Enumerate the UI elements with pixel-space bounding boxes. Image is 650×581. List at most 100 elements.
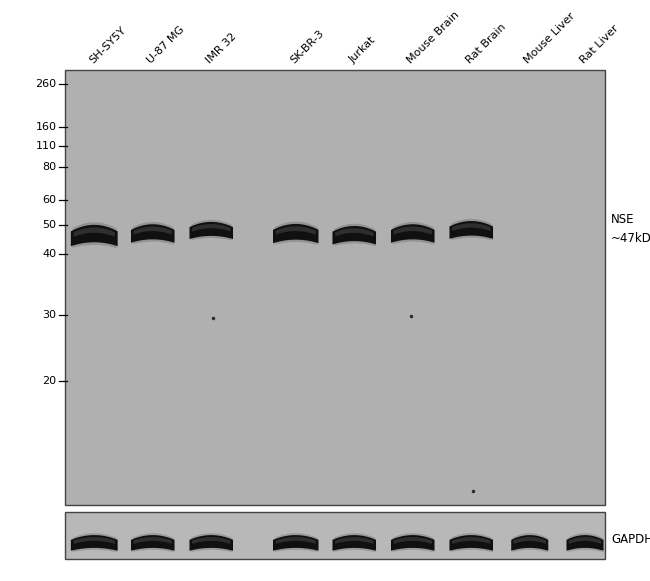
Polygon shape	[228, 223, 229, 240]
Polygon shape	[194, 536, 195, 551]
Polygon shape	[465, 219, 466, 238]
Polygon shape	[209, 533, 211, 550]
Polygon shape	[193, 536, 194, 551]
Polygon shape	[208, 533, 209, 550]
Polygon shape	[226, 223, 227, 239]
Polygon shape	[113, 227, 114, 248]
Polygon shape	[413, 533, 414, 550]
Polygon shape	[134, 226, 135, 244]
Polygon shape	[88, 223, 90, 245]
Polygon shape	[514, 537, 546, 544]
Polygon shape	[478, 220, 479, 238]
Polygon shape	[307, 535, 309, 551]
Polygon shape	[314, 536, 315, 552]
Polygon shape	[103, 223, 104, 246]
Polygon shape	[339, 226, 341, 245]
Polygon shape	[220, 534, 221, 550]
Polygon shape	[199, 221, 200, 239]
Polygon shape	[405, 223, 406, 242]
Polygon shape	[428, 536, 430, 551]
Polygon shape	[463, 534, 464, 550]
Polygon shape	[277, 225, 278, 244]
Polygon shape	[94, 533, 96, 550]
Polygon shape	[295, 221, 296, 242]
Polygon shape	[394, 537, 432, 544]
Polygon shape	[135, 536, 136, 551]
Polygon shape	[152, 533, 153, 550]
Polygon shape	[364, 225, 365, 244]
Polygon shape	[334, 537, 335, 552]
Polygon shape	[134, 537, 172, 544]
Polygon shape	[160, 534, 161, 550]
Polygon shape	[404, 223, 405, 242]
Polygon shape	[491, 224, 492, 241]
Polygon shape	[131, 224, 174, 243]
Polygon shape	[394, 226, 395, 244]
Polygon shape	[358, 533, 359, 550]
Polygon shape	[286, 223, 287, 243]
Polygon shape	[335, 537, 373, 544]
Polygon shape	[142, 534, 143, 550]
Polygon shape	[274, 537, 275, 552]
Polygon shape	[102, 223, 103, 245]
Polygon shape	[71, 225, 118, 246]
Polygon shape	[190, 537, 191, 552]
Polygon shape	[417, 533, 418, 550]
Polygon shape	[277, 536, 278, 551]
Polygon shape	[517, 535, 518, 551]
Polygon shape	[397, 225, 398, 243]
Polygon shape	[317, 227, 318, 245]
Polygon shape	[335, 537, 336, 552]
Polygon shape	[515, 536, 517, 551]
Polygon shape	[196, 222, 198, 239]
Polygon shape	[396, 225, 397, 243]
Polygon shape	[349, 533, 350, 550]
Polygon shape	[133, 537, 134, 552]
Polygon shape	[192, 224, 230, 232]
Polygon shape	[157, 223, 158, 242]
Polygon shape	[480, 534, 481, 550]
Text: 260: 260	[36, 79, 57, 89]
Polygon shape	[292, 222, 293, 242]
Polygon shape	[134, 537, 135, 552]
Polygon shape	[476, 219, 478, 238]
Polygon shape	[85, 223, 86, 245]
Polygon shape	[456, 535, 458, 551]
Polygon shape	[202, 221, 203, 239]
Polygon shape	[351, 224, 352, 243]
Polygon shape	[134, 227, 172, 235]
Polygon shape	[98, 533, 99, 550]
Polygon shape	[304, 223, 305, 242]
Polygon shape	[309, 224, 311, 243]
Polygon shape	[584, 533, 585, 550]
Polygon shape	[148, 533, 150, 550]
Polygon shape	[422, 223, 423, 242]
Polygon shape	[157, 533, 158, 550]
Polygon shape	[419, 223, 420, 242]
Polygon shape	[105, 534, 106, 550]
Polygon shape	[222, 221, 223, 239]
Polygon shape	[406, 223, 407, 242]
Polygon shape	[190, 224, 191, 241]
Polygon shape	[567, 537, 568, 552]
Polygon shape	[92, 533, 94, 550]
Polygon shape	[450, 537, 451, 552]
Polygon shape	[132, 537, 133, 552]
Polygon shape	[159, 533, 160, 550]
Polygon shape	[343, 535, 344, 550]
Polygon shape	[224, 535, 226, 551]
Polygon shape	[431, 227, 432, 244]
Polygon shape	[220, 221, 221, 239]
Polygon shape	[294, 221, 295, 242]
Polygon shape	[81, 535, 82, 551]
Polygon shape	[526, 533, 527, 550]
Polygon shape	[371, 227, 372, 245]
Polygon shape	[341, 535, 342, 551]
Polygon shape	[601, 537, 602, 552]
Polygon shape	[459, 220, 460, 239]
Polygon shape	[152, 222, 153, 242]
Polygon shape	[596, 535, 597, 551]
Polygon shape	[300, 222, 302, 242]
Polygon shape	[523, 534, 524, 550]
Polygon shape	[400, 224, 402, 243]
